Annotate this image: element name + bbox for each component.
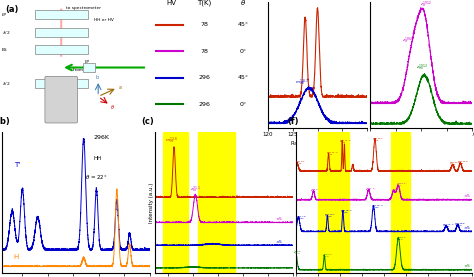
Text: $m_{or}^{112.0}$: $m_{or}^{112.0}$ xyxy=(326,150,338,158)
Text: $z_{or}^{186.8}$: $z_{or}^{186.8}$ xyxy=(402,36,414,46)
Text: $\times$5: $\times$5 xyxy=(463,224,471,231)
Bar xyxy=(35,45,88,54)
Text: LP: LP xyxy=(85,60,90,64)
Text: $\theta$ = 22$°$: $\theta$ = 22$°$ xyxy=(85,173,108,181)
Text: $\times$5: $\times$5 xyxy=(275,215,283,222)
X-axis label: Raman Shift (cm$^{-1}$): Raman Shift (cm$^{-1}$) xyxy=(290,138,345,149)
Text: HV: HV xyxy=(166,0,176,6)
Text: 78: 78 xyxy=(201,49,209,54)
Text: BS: BS xyxy=(2,48,8,52)
Text: $m_{mo}^{128.3}$: $m_{mo}^{128.3}$ xyxy=(340,207,352,216)
Bar xyxy=(35,10,88,19)
Text: $m_{mo}^{110.7}$: $m_{mo}^{110.7}$ xyxy=(324,212,337,220)
Text: $\theta$: $\theta$ xyxy=(240,0,246,7)
Text: $z_{or}^{191.2}$: $z_{or}^{191.2}$ xyxy=(419,0,432,10)
Text: a: a xyxy=(119,85,122,90)
Text: $\times$5: $\times$5 xyxy=(275,238,283,245)
Y-axis label: Intensity (a.u.): Intensity (a.u.) xyxy=(149,182,154,223)
Text: 296K: 296K xyxy=(94,135,110,140)
Text: (b): (b) xyxy=(0,117,10,126)
Text: T': T' xyxy=(14,162,20,168)
Text: $\theta$: $\theta$ xyxy=(110,103,115,111)
Text: $m_{mo}^{163.0}$: $m_{mo}^{163.0}$ xyxy=(371,202,383,211)
Bar xyxy=(198,132,235,273)
Text: 0°: 0° xyxy=(239,49,246,54)
Bar xyxy=(35,28,88,37)
Text: (f): (f) xyxy=(287,117,299,126)
Text: 45°: 45° xyxy=(237,22,248,27)
Text: $m_{or}^{253.0}$: $m_{or}^{253.0}$ xyxy=(449,160,462,168)
Text: T(K): T(K) xyxy=(197,0,211,6)
Text: 45°: 45° xyxy=(237,75,248,80)
Text: $z_{mo}^{191.3}$: $z_{mo}^{191.3}$ xyxy=(416,63,428,73)
Text: H: H xyxy=(14,254,19,260)
Bar xyxy=(318,132,349,273)
Text: HH or HV: HH or HV xyxy=(94,18,114,22)
Text: $m_{or}^{12.6}$: $m_{or}^{12.6}$ xyxy=(165,136,178,146)
Text: $z_{or}^{21.1}$: $z_{or}^{21.1}$ xyxy=(190,185,201,195)
Bar xyxy=(391,132,410,273)
Text: $m_{or}^{164.7}$: $m_{or}^{164.7}$ xyxy=(372,135,384,144)
Text: $\lambda$/2: $\lambda$/2 xyxy=(2,29,10,36)
Text: $z_{mo}^{191.3}$: $z_{mo}^{191.3}$ xyxy=(396,234,407,243)
Text: $\times$5: $\times$5 xyxy=(463,192,471,199)
Text: 78: 78 xyxy=(201,22,209,27)
Text: $z_{or}^{186.0}$: $z_{or}^{186.0}$ xyxy=(391,186,402,195)
Text: to spectrometer: to spectrometer xyxy=(65,6,100,10)
Text: $m_{mo}^{245.6}$: $m_{mo}^{245.6}$ xyxy=(442,221,455,230)
Bar xyxy=(35,79,88,88)
Text: $\lambda$/2: $\lambda$/2 xyxy=(2,80,10,88)
Bar xyxy=(163,132,188,273)
Text: 296: 296 xyxy=(199,102,210,107)
Text: $m_{or}^{127.5}$: $m_{or}^{127.5}$ xyxy=(339,137,351,145)
Text: $m_{or}^{76.2}$: $m_{or}^{76.2}$ xyxy=(295,159,306,167)
Text: HH: HH xyxy=(94,156,102,161)
Text: from laser: from laser xyxy=(73,68,95,72)
Text: $m_{or}^{261.8}$: $m_{or}^{261.8}$ xyxy=(457,159,469,167)
Text: $z_{mo}^{107.2}$: $z_{mo}^{107.2}$ xyxy=(321,252,332,260)
Text: $z_{mo}^{74.6}$: $z_{mo}^{74.6}$ xyxy=(293,248,302,257)
Text: $m_{mo}^{258.8}$: $m_{mo}^{258.8}$ xyxy=(455,220,467,229)
Text: $\times$5: $\times$5 xyxy=(463,262,471,269)
Text: LP: LP xyxy=(2,12,7,17)
X-axis label: Raman Shift (cm$^{-1}$): Raman Shift (cm$^{-1}$) xyxy=(393,138,449,149)
Text: $z_{or}^{94.9}$: $z_{or}^{94.9}$ xyxy=(310,186,319,195)
Text: $m_{mo}^{77.8}$: $m_{mo}^{77.8}$ xyxy=(296,213,307,222)
Bar xyxy=(83,63,95,72)
Text: 296: 296 xyxy=(199,75,210,80)
Text: $z_{or}^{157.6}$: $z_{or}^{157.6}$ xyxy=(365,185,375,194)
FancyBboxPatch shape xyxy=(45,76,77,123)
Text: (c): (c) xyxy=(141,117,154,126)
Text: $z_{or}^{191.2}$: $z_{or}^{191.2}$ xyxy=(396,181,407,189)
Text: $m_{or}^{127.5}$: $m_{or}^{127.5}$ xyxy=(300,0,314,3)
Text: (a): (a) xyxy=(5,4,18,14)
Text: 0°: 0° xyxy=(239,102,246,107)
Text: $m_{mo}^{128.3}$: $m_{mo}^{128.3}$ xyxy=(295,77,310,88)
Text: b: b xyxy=(95,75,99,80)
